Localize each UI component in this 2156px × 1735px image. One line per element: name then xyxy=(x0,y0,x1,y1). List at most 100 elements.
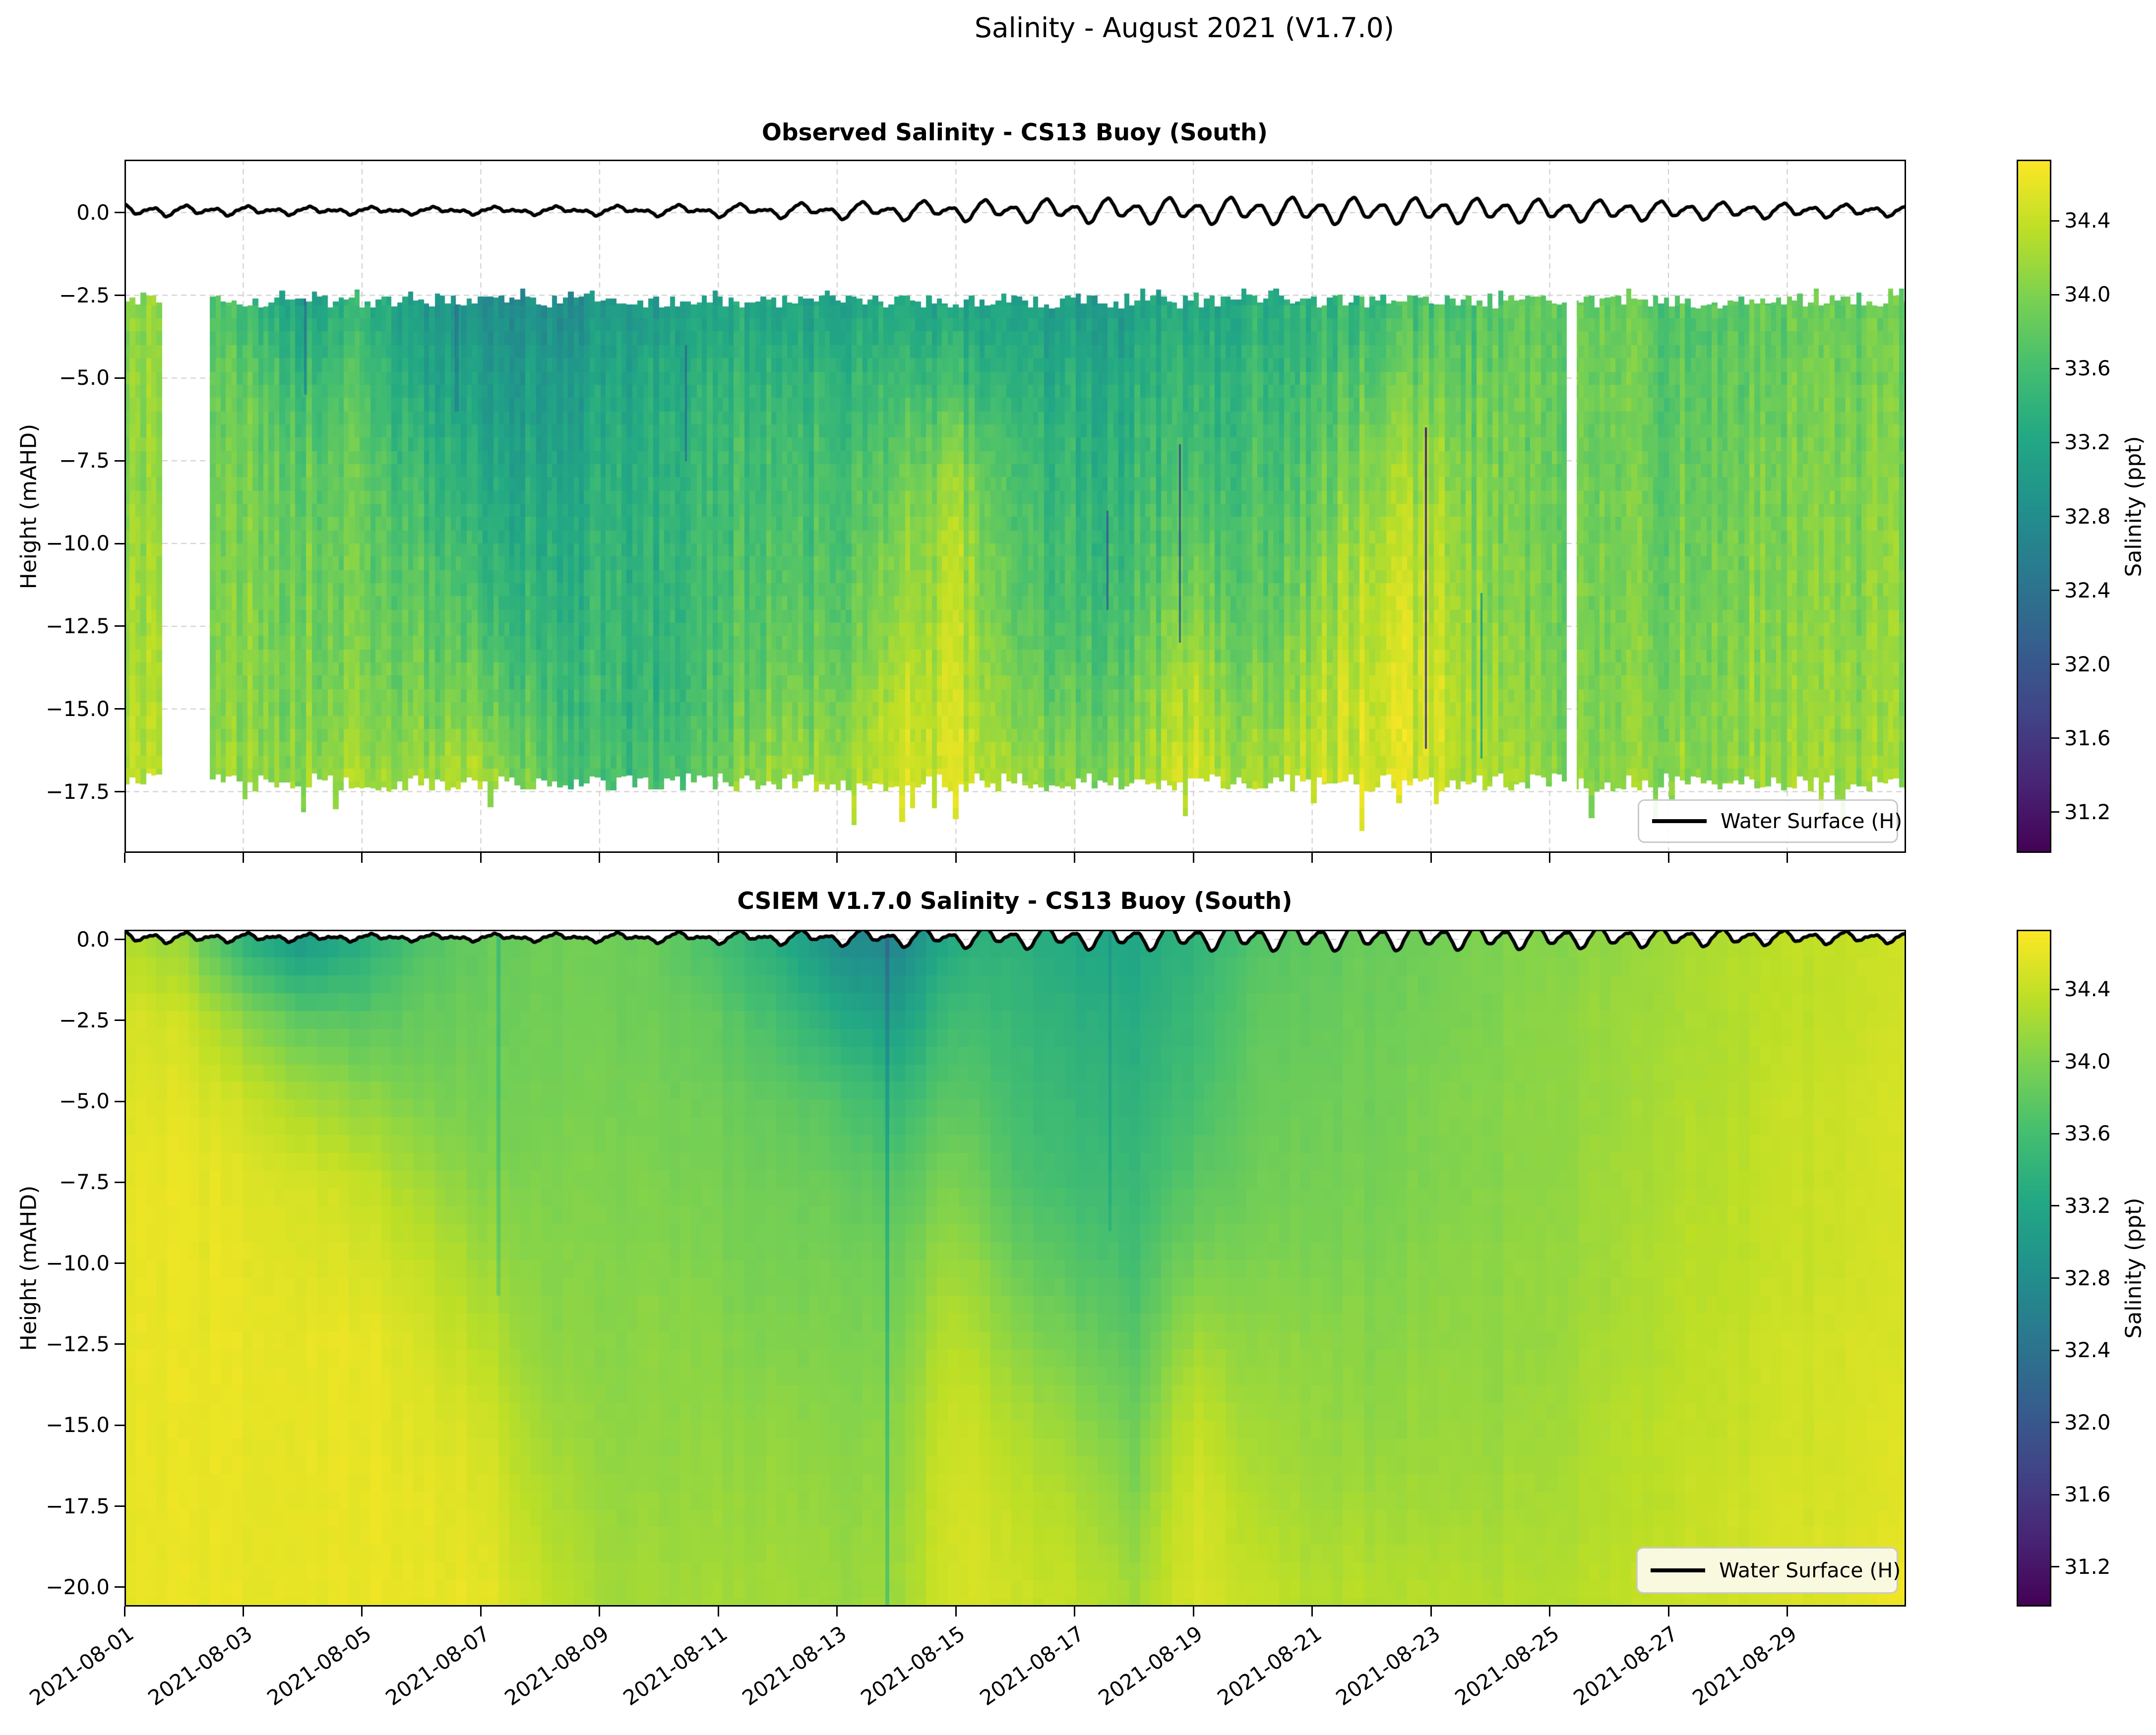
y-tick-mark xyxy=(115,1019,124,1021)
model-heatmap-panel: Water Surface (H) xyxy=(124,930,1906,1607)
y-tick-mark xyxy=(115,542,124,544)
colorbar-tick-mark xyxy=(2050,1349,2059,1351)
model-legend: Water Surface (H) xyxy=(1636,1547,1901,1594)
colorbar-tick-mark xyxy=(2050,220,2059,222)
observed-colorbar-label: Salinity (ppt) xyxy=(2121,436,2147,577)
colorbar-tick-label: 32.8 xyxy=(2064,504,2111,529)
colorbar-tick-mark xyxy=(2050,441,2059,443)
x-tick-mark xyxy=(480,1607,482,1616)
y-tick-mark xyxy=(115,1424,124,1426)
x-tick-mark xyxy=(955,853,957,863)
y-tick-mark xyxy=(115,708,124,710)
y-tick-mark xyxy=(115,295,124,297)
model-heatmap-canvas xyxy=(124,930,1906,1607)
colorbar-tick-mark xyxy=(2050,1133,2059,1135)
legend-label: Water Surface (H) xyxy=(1721,809,1903,833)
y-tick-label: −12.5 xyxy=(46,613,110,638)
y-tick-mark xyxy=(115,939,124,941)
x-tick-mark xyxy=(242,1607,244,1616)
colorbar-tick-label: 34.0 xyxy=(2064,1049,2111,1074)
y-tick-label: −15.0 xyxy=(46,1413,110,1437)
colorbar-tick-label: 33.6 xyxy=(2064,1121,2111,1146)
x-tick-mark xyxy=(1074,853,1076,863)
colorbar-tick-label: 32.0 xyxy=(2064,652,2111,676)
colorbar-tick-mark xyxy=(2050,811,2059,813)
colorbar-tick-mark xyxy=(2050,516,2059,517)
figure-title: Salinity - August 2021 (V1.7.0) xyxy=(974,12,1395,44)
y-tick-label: −17.5 xyxy=(46,779,110,804)
colorbar-tick-label: 31.2 xyxy=(2064,1554,2111,1579)
y-tick-mark xyxy=(115,1586,124,1588)
y-tick-label: −10.0 xyxy=(46,531,110,556)
colorbar-tick-label: 34.4 xyxy=(2064,208,2111,233)
water-surface-line-sample xyxy=(1652,819,1707,823)
y-tick-label: −2.5 xyxy=(59,1008,110,1032)
observed-heatmap-canvas xyxy=(124,160,1906,853)
x-tick-mark xyxy=(1667,1607,1669,1616)
colorbar-tick-label: 31.6 xyxy=(2064,725,2111,750)
observed-panel-title: Observed Salinity - CS13 Buoy (South) xyxy=(762,119,1268,146)
y-tick-label: −5.0 xyxy=(59,365,110,390)
x-tick-mark xyxy=(1549,1607,1551,1616)
colorbar-tick-label: 33.2 xyxy=(2064,430,2111,455)
y-tick-label: −7.5 xyxy=(59,448,110,473)
colorbar-tick-mark xyxy=(2050,1205,2059,1207)
y-tick-mark xyxy=(115,212,124,214)
colorbar-tick-label: 32.4 xyxy=(2064,1338,2111,1363)
x-tick-mark xyxy=(836,853,838,863)
y-tick-label: −20.0 xyxy=(46,1574,110,1599)
x-tick-mark xyxy=(717,853,719,863)
observed-legend: Water Surface (H) xyxy=(1638,799,1902,843)
x-tick-mark xyxy=(1549,853,1551,863)
colorbar-tick-mark xyxy=(2050,367,2059,369)
x-tick-mark xyxy=(1192,853,1194,863)
colorbar-tick-label: 32.0 xyxy=(2064,1410,2111,1435)
y-tick-mark xyxy=(115,1100,124,1102)
model-colorbar-canvas xyxy=(2017,930,2051,1607)
colorbar-tick-mark xyxy=(2050,988,2059,990)
y-tick-mark xyxy=(115,1181,124,1183)
x-tick-mark xyxy=(1074,1607,1076,1616)
y-tick-mark xyxy=(115,1505,124,1507)
y-tick-label: −12.5 xyxy=(46,1331,110,1356)
x-tick-mark xyxy=(123,1607,125,1616)
x-tick-mark xyxy=(242,853,244,863)
x-tick-mark xyxy=(955,1607,957,1616)
y-tick-mark xyxy=(115,625,124,627)
colorbar-tick-label: 33.6 xyxy=(2064,356,2111,381)
colorbar-tick-mark xyxy=(2050,1566,2059,1568)
x-tick-mark xyxy=(1786,1607,1788,1616)
colorbar-tick-mark xyxy=(2050,1277,2059,1279)
x-tick-mark xyxy=(1311,1607,1313,1616)
y-tick-mark xyxy=(115,1262,124,1264)
y-tick-label: −17.5 xyxy=(46,1494,110,1518)
y-tick-label: −7.5 xyxy=(59,1170,110,1195)
model-panel-title: CSIEM V1.7.0 Salinity - CS13 Buoy (South… xyxy=(737,888,1293,915)
x-tick-mark xyxy=(1667,853,1669,863)
x-tick-mark xyxy=(123,853,125,863)
x-tick-mark xyxy=(1430,1607,1432,1616)
colorbar-tick-label: 31.2 xyxy=(2064,799,2111,824)
y-tick-mark xyxy=(115,460,124,462)
x-tick-mark xyxy=(599,1607,601,1616)
colorbar-tick-label: 34.4 xyxy=(2064,977,2111,1002)
observed-y-axis-label: Height (mAHD) xyxy=(16,423,42,590)
water-surface-line-sample xyxy=(1651,1568,1705,1572)
observed-colorbar xyxy=(2017,160,2051,853)
x-tick-mark xyxy=(836,1607,838,1616)
y-tick-mark xyxy=(115,377,124,379)
colorbar-tick-mark xyxy=(2050,1494,2059,1496)
x-tick-mark xyxy=(1430,853,1432,863)
y-tick-label: −5.0 xyxy=(59,1089,110,1114)
x-tick-mark xyxy=(599,853,601,863)
x-tick-mark xyxy=(480,853,482,863)
x-tick-mark xyxy=(1311,853,1313,863)
colorbar-tick-mark xyxy=(2050,590,2059,592)
y-tick-mark xyxy=(115,791,124,793)
y-tick-label: −2.5 xyxy=(59,283,110,307)
x-tick-mark xyxy=(361,853,363,863)
y-tick-label: 0.0 xyxy=(76,200,110,225)
colorbar-tick-mark xyxy=(2050,663,2059,665)
legend-label: Water Surface (H) xyxy=(1719,1558,1901,1582)
